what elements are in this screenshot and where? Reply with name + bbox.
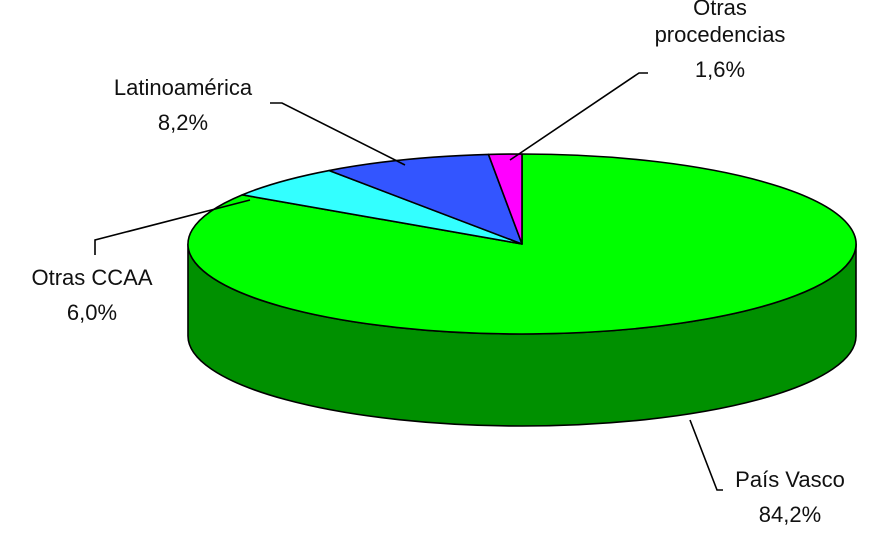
value-label: 1,6% <box>695 57 745 82</box>
slice-otras-ccaa <box>241 169 523 245</box>
leader-lines <box>94 72 723 491</box>
value-label: 6,0% <box>67 300 117 325</box>
data-label-otras-procedencias: Otras procedencias 1,6% <box>655 0 786 82</box>
leader-line-otras-ccaa <box>94 199 251 255</box>
data-label-otras-ccaa: Otras CCAA 6,0% <box>31 265 152 325</box>
leader-line-latinoamerica <box>270 102 406 166</box>
slice-latinoamerica <box>328 153 523 245</box>
data-label-latinoamerica: Latinoamérica 8,2% <box>114 75 253 135</box>
category-label: País Vasco <box>735 467 845 492</box>
data-labels: País Vasco 84,2% Otras CCAA 6,0% Latinoaméri… <box>31 0 844 527</box>
pie-tops <box>187 153 857 335</box>
category-label: Otras <box>693 0 747 20</box>
leader-line-pais-vasco <box>689 419 723 491</box>
category-label: procedencias <box>655 22 786 47</box>
data-label-pais-vasco: País Vasco 84,2% <box>735 467 845 527</box>
slice-pais-vasco <box>187 153 857 335</box>
value-label: 84,2% <box>759 502 821 527</box>
value-label: 8,2% <box>158 110 208 135</box>
leader-line-otras-procedencias <box>509 72 648 161</box>
category-label: Otras CCAA <box>31 265 152 290</box>
category-label: Latinoamérica <box>114 75 253 100</box>
slice-otras-procedencias <box>487 153 523 245</box>
